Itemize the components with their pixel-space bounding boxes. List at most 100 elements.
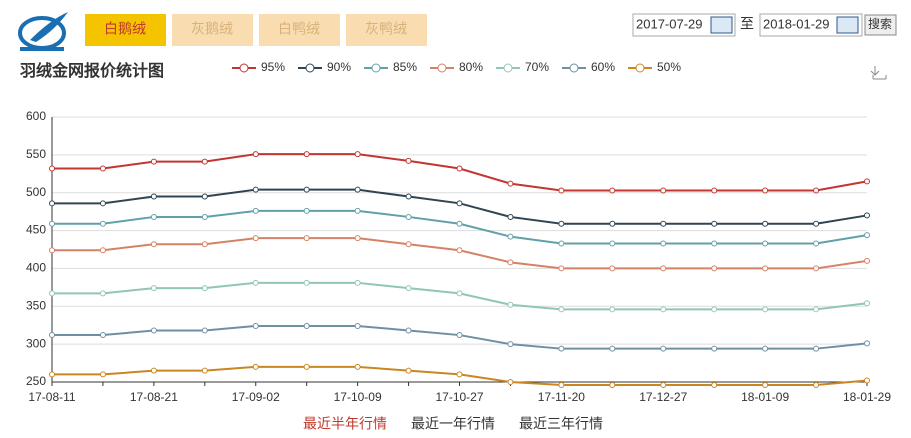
legend-label[interactable]: 95% [261,60,285,74]
x-tick-label: 17-08-11 [28,390,75,404]
chart-title: 羽绒金网报价统计图 [20,61,164,80]
legend-label[interactable]: 60% [591,60,615,74]
series-line [52,209,868,245]
data-point [201,158,208,165]
tab[interactable] [172,14,253,46]
data-point [813,187,820,194]
download-icon[interactable] [870,66,887,80]
data-point [507,180,514,187]
x-tick-label: 17-12-27 [639,390,687,404]
x-tick-label: 18-01-09 [741,390,789,404]
legend-marker[interactable] [635,63,645,73]
data-point [660,240,667,247]
data-point [150,193,157,200]
legend-marker[interactable] [503,63,513,73]
data-point [303,322,310,329]
data-point [864,377,870,384]
data-point [99,220,106,227]
x-tick-label: 17-11-20 [538,390,585,404]
data-point [354,207,361,214]
date-from: 2017-07-29 [636,16,703,31]
data-point [711,240,718,247]
data-point [252,207,259,214]
y-tick-label: 500 [26,185,46,199]
data-point [49,200,55,207]
data-point [711,345,718,352]
tab-label: 白鹅绒 [104,21,146,37]
data-point [813,382,820,389]
legend-label[interactable]: 50% [657,60,681,74]
data-point [507,301,514,308]
tab-label: 白鸭绒 [278,21,320,37]
tab[interactable] [346,14,427,46]
data-point [660,306,667,313]
data-point [762,345,769,352]
footer-link[interactable]: 最近三年行情 [519,416,603,432]
data-point [609,220,616,227]
date-sep: 至 [740,16,754,32]
footer-link[interactable]: 最近一年行情 [411,416,495,432]
data-point [354,235,361,242]
data-point [49,247,55,254]
search-label: 搜索 [868,16,892,31]
data-point [252,363,259,370]
data-point [507,233,514,240]
x-tick-label: 17-10-09 [334,390,382,404]
tab-label: 灰鸭绒 [365,21,407,37]
legend-label[interactable]: 70% [525,60,549,74]
legend-marker[interactable] [569,63,579,73]
data-point [405,213,412,220]
x-tick-label: 17-10-27 [435,390,483,404]
search-button[interactable] [864,14,897,36]
legend-label[interactable]: 85% [393,60,417,74]
data-point [150,158,157,165]
data-point [711,306,718,313]
data-point [252,186,259,193]
tab[interactable] [259,14,340,46]
legend-marker[interactable] [239,63,249,73]
data-point [150,327,157,334]
data-point [762,240,769,247]
legend-marker[interactable] [437,63,447,73]
calendar-icon[interactable] [710,16,733,34]
y-tick-label: 600 [26,109,46,123]
calendar-icon[interactable] [836,16,859,34]
data-point [201,241,208,248]
data-point [864,300,870,307]
data-point [405,193,412,200]
x-tick-label: 17-09-02 [232,390,280,404]
data-point [609,306,616,313]
data-point [150,241,157,248]
date-input[interactable] [632,13,736,37]
data-point [99,290,106,297]
data-point [49,332,55,339]
data-point [507,259,514,266]
legend-marker[interactable] [305,63,315,73]
data-point [507,379,514,385]
tab[interactable] [85,14,166,46]
data-point [558,220,565,227]
legend-label[interactable]: 80% [459,60,483,74]
data-point [354,279,361,286]
data-point [354,151,361,158]
data-point [405,241,412,248]
data-point [660,382,667,389]
data-point [456,200,463,207]
data-point [405,157,412,164]
tab-label: 灰鹅绒 [191,21,233,37]
y-tick-label: 350 [26,298,46,312]
data-point [354,322,361,329]
legend-label[interactable]: 90% [327,60,351,74]
footer-link[interactable]: 最近半年行情 [303,416,387,432]
data-point [711,382,718,389]
y-tick-label: 300 [26,336,46,350]
data-point [558,240,565,247]
data-point [762,220,769,227]
legend-marker[interactable] [371,63,381,73]
y-tick-label: 400 [26,261,46,275]
x-tick-label: 17-08-21 [130,390,178,404]
data-point [813,220,820,227]
data-point [609,265,616,272]
